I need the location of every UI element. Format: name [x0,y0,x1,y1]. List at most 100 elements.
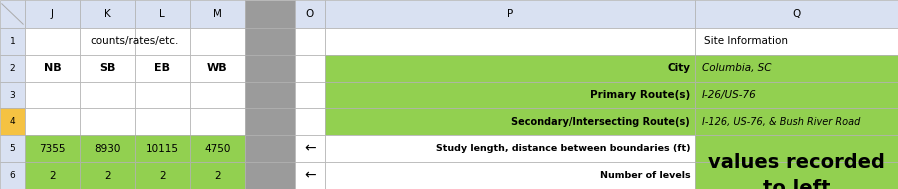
Text: values recorded
to left: values recorded to left [708,153,885,189]
Bar [80,162,135,189]
Text: J: J [51,9,54,19]
Text: I-126, US-76, & Bush River Road: I-126, US-76, & Bush River Road [702,117,860,127]
Text: P: P [506,9,513,19]
Text: 2: 2 [49,171,56,180]
Text: K: K [104,9,110,19]
Bar [25,28,80,55]
Bar [135,28,189,55]
Text: SB: SB [99,63,116,73]
Text: 4750: 4750 [204,144,231,154]
Bar [0,82,25,108]
Bar [695,28,898,55]
Text: ←: ← [304,142,315,156]
Bar [80,28,135,55]
Bar [245,162,295,189]
Text: ←: ← [304,169,315,183]
Text: Number of levels: Number of levels [600,171,691,180]
Bar [245,55,295,82]
Bar [325,135,695,162]
Text: Columbia, SC: Columbia, SC [702,63,771,73]
Bar [245,108,295,135]
Bar [295,0,325,28]
Bar [80,55,135,82]
Text: Site Information: Site Information [704,36,788,46]
Bar [0,0,25,28]
Bar [25,55,80,82]
Text: 8930: 8930 [94,144,120,154]
Bar [325,55,695,82]
Bar [295,108,325,135]
Text: 10115: 10115 [145,144,179,154]
Bar [135,55,189,82]
Bar [80,108,135,135]
Bar [295,82,325,108]
Bar [189,55,245,82]
Bar [295,135,325,162]
Bar [695,162,898,189]
Bar [135,108,189,135]
Text: EB: EB [154,63,171,73]
Bar [695,108,898,135]
Bar [135,0,189,28]
Text: Study length, distance between boundaries (ft): Study length, distance between boundarie… [436,144,691,153]
Bar [189,82,245,108]
Text: 2: 2 [10,64,15,73]
Text: 2: 2 [104,171,110,180]
Bar [0,55,25,82]
Bar [245,28,295,55]
Bar [325,82,695,108]
Bar [135,135,189,162]
Text: Secondary/Intersecting Route(s): Secondary/Intersecting Route(s) [512,117,691,127]
Text: 7355: 7355 [40,144,66,154]
Bar [325,28,695,55]
Bar [25,162,80,189]
Text: NB: NB [44,63,61,73]
Text: counts/rates/etc.: counts/rates/etc. [91,36,179,46]
Text: Q: Q [792,9,800,19]
Bar [80,82,135,108]
Text: I-26/US-76: I-26/US-76 [702,90,757,100]
Bar [189,0,245,28]
Bar [325,108,695,135]
Bar [0,108,25,135]
Bar [135,82,189,108]
Bar [0,162,25,189]
Bar [325,162,695,189]
Bar [80,135,135,162]
Text: WB: WB [207,63,227,73]
Bar [25,82,80,108]
Bar [695,55,898,82]
Bar [0,135,25,162]
Bar [695,0,898,28]
Bar [245,0,295,28]
Text: 1: 1 [10,37,15,46]
Bar [189,108,245,135]
Text: O: O [305,9,313,19]
Bar [245,82,295,108]
Bar [25,0,80,28]
Bar [135,162,189,189]
Bar [295,162,325,189]
Bar [695,82,898,108]
Bar [80,0,135,28]
Text: City: City [667,63,691,73]
Bar [189,135,245,162]
Bar [189,28,245,55]
Text: 4: 4 [10,117,15,126]
Bar [245,135,295,162]
Text: Primary Route(s): Primary Route(s) [590,90,691,100]
Text: 3: 3 [10,91,15,100]
Text: 2: 2 [159,171,165,180]
Text: L: L [160,9,165,19]
Text: 5: 5 [10,144,15,153]
Bar [325,0,695,28]
Bar [295,28,325,55]
Bar [25,108,80,135]
Text: 6: 6 [10,171,15,180]
Text: M: M [213,9,222,19]
Bar [295,55,325,82]
Bar [695,135,898,162]
Bar [189,162,245,189]
Bar [25,135,80,162]
Bar [0,28,25,55]
